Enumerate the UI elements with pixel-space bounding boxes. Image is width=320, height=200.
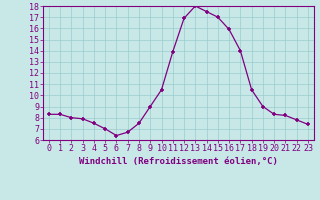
- X-axis label: Windchill (Refroidissement éolien,°C): Windchill (Refroidissement éolien,°C): [79, 157, 278, 166]
